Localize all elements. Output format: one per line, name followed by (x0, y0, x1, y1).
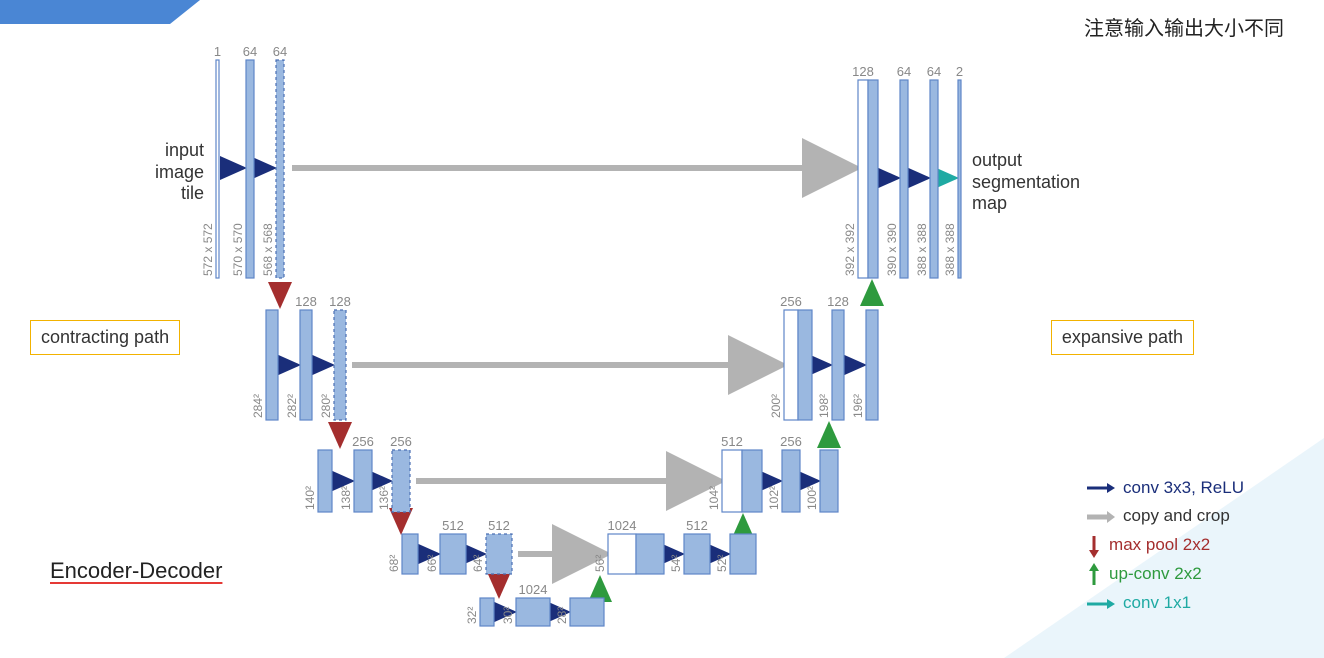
svg-text:196²: 196² (851, 394, 865, 418)
svg-text:198²: 198² (817, 394, 831, 418)
svg-text:512: 512 (488, 518, 510, 533)
svg-text:128: 128 (827, 294, 849, 309)
svg-text:68²: 68² (387, 555, 401, 572)
legend-row-copy: copy and crop (1087, 502, 1244, 531)
svg-text:64: 64 (273, 44, 287, 59)
svg-text:570 x 570: 570 x 570 (231, 223, 245, 276)
svg-text:512: 512 (721, 434, 743, 449)
legend-copy-label: copy and crop (1123, 502, 1230, 531)
svg-text:390 x 390: 390 x 390 (885, 223, 899, 276)
svg-text:128: 128 (329, 294, 351, 309)
svg-text:64: 64 (897, 64, 911, 79)
legend-row-conv1x1: conv 1x1 (1087, 589, 1244, 618)
svg-text:136²: 136² (377, 486, 391, 510)
svg-text:64: 64 (243, 44, 257, 59)
svg-text:1: 1 (214, 44, 221, 59)
legend-upconv-icon (1087, 563, 1101, 587)
svg-text:64²: 64² (471, 555, 485, 572)
svg-text:66²: 66² (425, 555, 439, 572)
svg-text:512: 512 (442, 518, 464, 533)
svg-text:128: 128 (295, 294, 317, 309)
svg-text:128: 128 (852, 64, 874, 79)
svg-text:102²: 102² (767, 486, 781, 510)
legend-copy-icon (1087, 510, 1115, 524)
svg-text:280²: 280² (319, 394, 333, 418)
svg-text:256: 256 (780, 294, 802, 309)
svg-text:138²: 138² (339, 486, 353, 510)
svg-text:100²: 100² (805, 486, 819, 510)
legend-conv-label: conv 3x3, ReLU (1123, 474, 1244, 503)
svg-text:256: 256 (780, 434, 802, 449)
svg-text:64: 64 (927, 64, 941, 79)
svg-text:30²: 30² (501, 607, 515, 624)
svg-text:256: 256 (390, 434, 412, 449)
svg-text:104²: 104² (707, 486, 721, 510)
svg-text:392 x 392: 392 x 392 (843, 223, 857, 276)
svg-text:32²: 32² (465, 607, 479, 624)
legend-pool-icon (1087, 534, 1101, 558)
svg-text:2: 2 (956, 64, 963, 79)
svg-text:1024: 1024 (519, 582, 548, 597)
svg-text:52²: 52² (715, 555, 729, 572)
svg-text:388 x 388: 388 x 388 (943, 223, 957, 276)
svg-text:28²: 28² (555, 607, 569, 624)
svg-text:1024: 1024 (608, 518, 637, 533)
svg-text:388 x 388: 388 x 388 (915, 223, 929, 276)
legend-row-upconv: up-conv 2x2 (1087, 560, 1244, 589)
svg-text:200²: 200² (769, 394, 783, 418)
legend-conv1x1-label: conv 1x1 (1123, 589, 1191, 618)
legend-row-conv: conv 3x3, ReLU (1087, 474, 1244, 503)
svg-text:282²: 282² (285, 394, 299, 418)
legend-pool-label: max pool 2x2 (1109, 531, 1210, 560)
svg-text:256: 256 (352, 434, 374, 449)
svg-text:572 x 572: 572 x 572 (201, 223, 215, 276)
legend-conv-icon (1087, 481, 1115, 495)
legend-upconv-label: up-conv 2x2 (1109, 560, 1202, 589)
svg-text:56²: 56² (593, 555, 607, 572)
svg-text:54²: 54² (669, 555, 683, 572)
svg-text:140²: 140² (303, 486, 317, 510)
svg-text:284²: 284² (251, 394, 265, 418)
svg-text:568 x 568: 568 x 568 (261, 223, 275, 276)
legend-conv1x1-icon (1087, 597, 1115, 611)
legend-row-pool: max pool 2x2 (1087, 531, 1244, 560)
legend: conv 3x3, ReLU copy and crop max pool 2x… (1087, 474, 1244, 618)
svg-text:512: 512 (686, 518, 708, 533)
